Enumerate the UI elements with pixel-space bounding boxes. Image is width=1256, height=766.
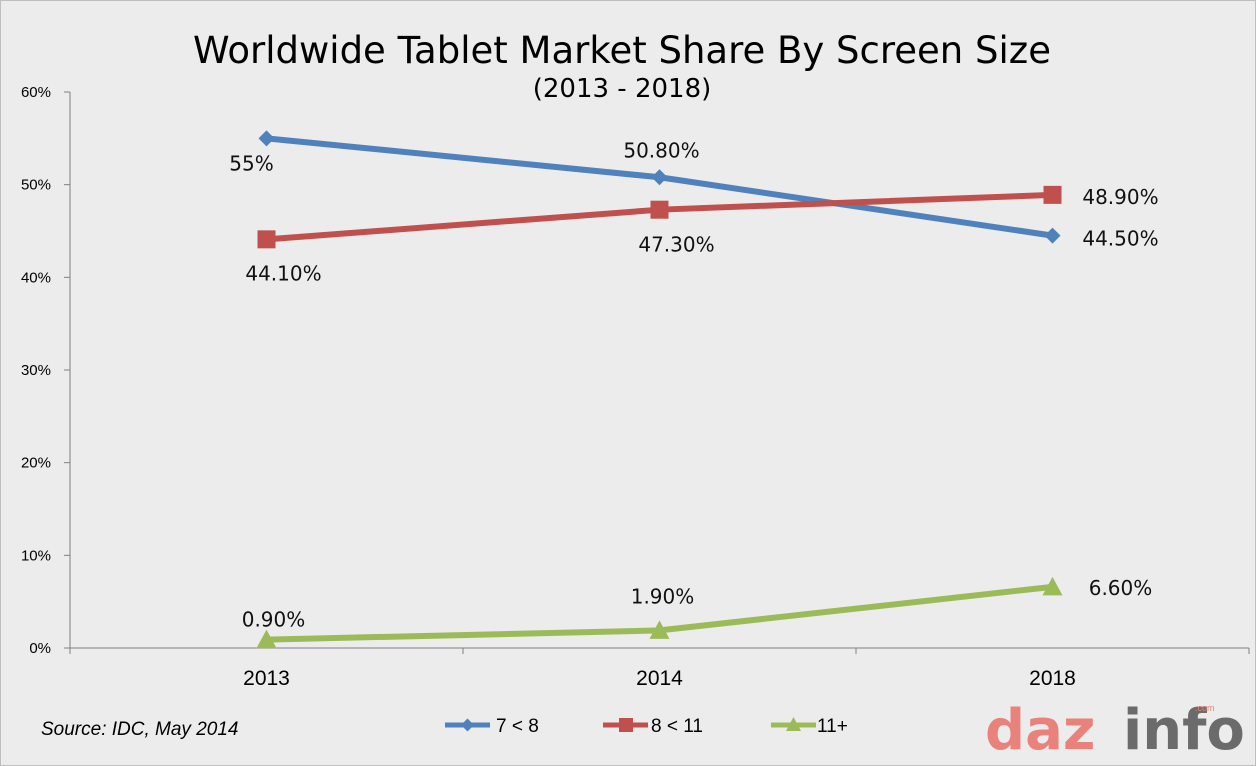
legend-item-2: 8 < 11 — [603, 716, 703, 737]
data-point-diamond — [258, 130, 275, 147]
data-point-diamond — [651, 169, 668, 186]
y-tick-label: 0% — [29, 640, 51, 657]
data-label: 6.60% — [1089, 576, 1153, 600]
data-label: 44.50% — [1082, 227, 1158, 251]
chart-subtitle: (2013 - 2018) — [533, 74, 712, 104]
legend-item-1: 7 < 8 — [445, 716, 539, 737]
y-tick-label: 10% — [21, 547, 51, 564]
legend-item-3: 11+ — [771, 716, 848, 737]
x-tick-label: 2018 — [1029, 667, 1076, 690]
legend-label-3: 11+ — [817, 716, 848, 737]
y-tick-label: 20% — [21, 455, 51, 472]
data-label: 47.30% — [638, 233, 714, 257]
data-label: 44.10% — [245, 261, 321, 285]
legend-square-marker — [619, 718, 633, 732]
legend-label-2: 8 < 11 — [651, 716, 703, 737]
data-point-triangle — [1042, 576, 1063, 596]
x-tick-label: 2013 — [243, 667, 290, 690]
dazeinfo-logo: daz info .com — [985, 698, 1245, 763]
y-tick-label: 30% — [21, 362, 51, 379]
data-label: 0.90% — [242, 608, 306, 632]
logo-text-main: daz — [985, 698, 1095, 763]
y-tick-label: 60% — [21, 84, 51, 101]
legend-label-1: 7 < 8 — [496, 716, 539, 737]
series-group — [256, 130, 1063, 649]
data-point-square — [1043, 185, 1062, 204]
data-point-square — [650, 200, 669, 219]
y-tick-label: 40% — [21, 269, 51, 286]
data-label: 50.80% — [623, 138, 699, 162]
data-point-square — [257, 230, 276, 249]
y-tick-label: 50% — [21, 177, 51, 194]
data-label: 1.90% — [631, 584, 695, 608]
data-label: 48.90% — [1082, 185, 1158, 209]
legend: 7 < 8 8 < 11 11+ — [445, 716, 848, 737]
x-tick-label: 2014 — [636, 667, 683, 690]
data-point-triangle — [256, 629, 277, 649]
data-point-triangle — [649, 620, 670, 639]
data-point-diamond — [1044, 227, 1061, 244]
chart-title: Worldwide Tablet Market Share By Screen … — [193, 29, 1051, 72]
data-labels-group: 55% 50.80% 44.50% 44.10% 47.30% 48.90% 0.90% 1.… — [229, 138, 1158, 631]
logo-text-com: .com — [1195, 703, 1215, 713]
legend-triangle-marker — [786, 717, 801, 731]
logo-text-tail: info — [1123, 698, 1245, 763]
data-label: 55% — [229, 151, 273, 175]
source-note: Source: IDC, May 2014 — [41, 719, 238, 740]
legend-diamond-marker — [461, 718, 474, 732]
